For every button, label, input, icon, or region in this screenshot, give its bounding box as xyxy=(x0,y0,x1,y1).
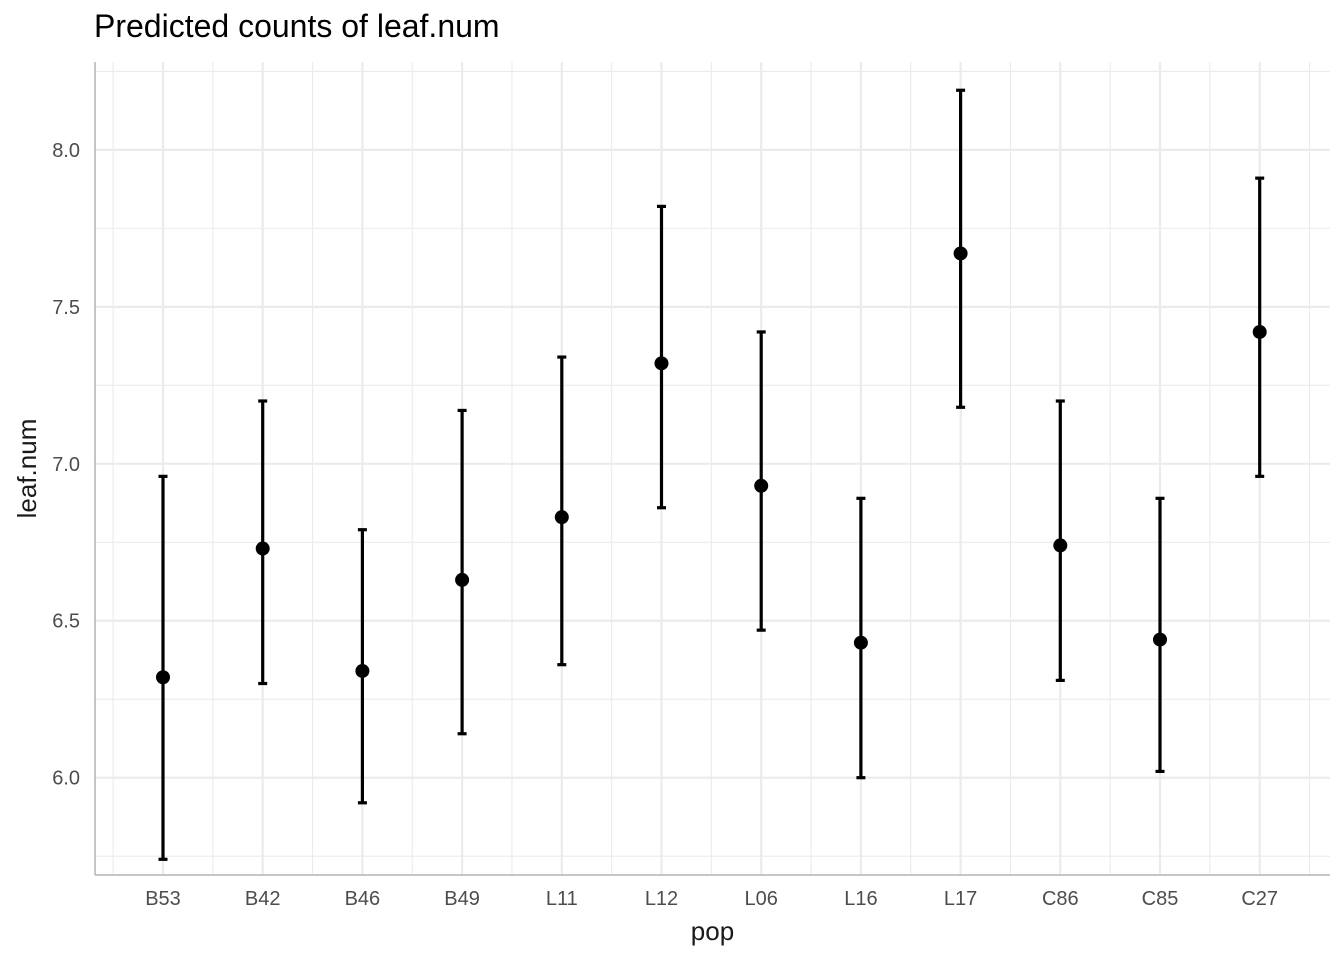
y-tick-label: 7.0 xyxy=(52,454,80,476)
grid-major xyxy=(95,62,1330,875)
y-axis-title: leaf.num xyxy=(12,419,42,519)
data-point xyxy=(754,478,769,493)
x-tick-label: L17 xyxy=(944,888,977,910)
data-point xyxy=(1053,538,1068,553)
data-point xyxy=(156,670,170,685)
data-point xyxy=(1252,324,1267,339)
x-tick-label: C27 xyxy=(1241,888,1278,910)
y-tick-label: 8.0 xyxy=(52,140,80,162)
data-point xyxy=(953,246,968,261)
y-tick-label: 6.5 xyxy=(52,611,80,633)
x-tick-label: L16 xyxy=(844,888,877,910)
data-point xyxy=(255,541,270,556)
x-tick-label: C86 xyxy=(1042,888,1079,910)
data-point xyxy=(1153,632,1167,647)
y-tick-label: 7.5 xyxy=(52,297,80,319)
grid-minor xyxy=(95,62,1330,875)
x-tick-label: B53 xyxy=(145,888,181,910)
y-tick-labels: 6.0 6.5 7.0 7.5 8.0 xyxy=(52,140,80,790)
x-tick-label: B46 xyxy=(345,888,381,910)
x-tick-label: C85 xyxy=(1142,888,1179,910)
chart-title: Predicted counts of leaf.num xyxy=(94,8,500,44)
data-point xyxy=(355,663,370,678)
data-point xyxy=(654,356,669,371)
error-bar xyxy=(457,408,467,736)
data-point xyxy=(455,572,470,587)
x-tick-label: L12 xyxy=(645,888,678,910)
data-point xyxy=(554,510,569,525)
x-tick-label: B42 xyxy=(245,888,281,910)
y-tick-label: 6.0 xyxy=(52,768,80,790)
x-tick-label: B49 xyxy=(444,888,480,910)
data-point xyxy=(853,635,868,650)
x-tick-labels: B53 B42 B46 B49 L11 L12 L06 L16 L17 C86 C85 C27 xyxy=(145,888,1278,910)
x-tick-label: L06 xyxy=(745,888,778,910)
data-points xyxy=(156,246,1267,685)
error-bar xyxy=(158,474,168,861)
x-tick-label: L11 xyxy=(546,888,578,910)
x-axis-title: pop xyxy=(691,916,734,946)
